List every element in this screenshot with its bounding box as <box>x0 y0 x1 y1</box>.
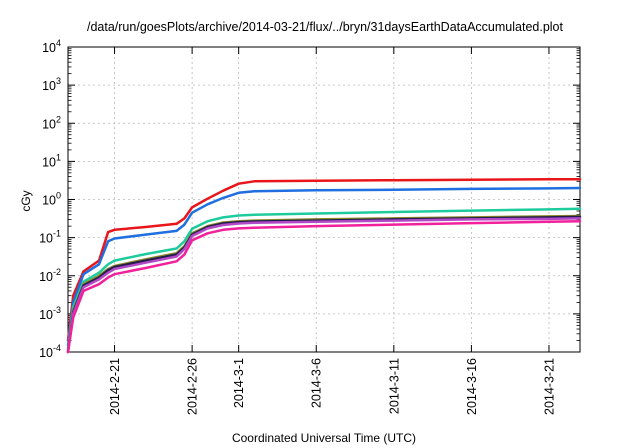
series-line-3 <box>66 207 582 351</box>
x-tick-label: 2014-3-11 <box>387 358 401 414</box>
series-line-1 <box>66 177 582 342</box>
y-tick-labels: 10-4 10-3 10-2 10-1 100 101 102 103 104 <box>39 38 61 360</box>
tick-marks <box>68 46 580 353</box>
x-tick-label: 2014-2-21 <box>108 358 122 415</box>
y-tick-label: 104 <box>42 38 61 55</box>
x-tick-labels: 2014-2-21 2014-2-26 2014-3-1 2014-3-6 2014-3… <box>108 358 556 415</box>
series-line-5 <box>66 215 582 354</box>
x-tick-label: 2014-2-26 <box>186 358 200 415</box>
series-lines <box>66 177 582 354</box>
x-axis-label: Coordinated Universal Time (UTC) <box>232 431 416 445</box>
series-line-2 <box>66 186 582 347</box>
y-tick-label: 10-3 <box>39 305 61 322</box>
series-line-7 <box>66 219 582 354</box>
y-tick-label: 10-2 <box>39 267 61 284</box>
grid <box>68 47 580 352</box>
y-tick-label: 102 <box>42 114 61 131</box>
y-tick-label: 10-4 <box>39 343 61 360</box>
y-axis-label: cGy <box>19 190 33 211</box>
y-tick-label: 101 <box>42 152 61 169</box>
x-tick-label: 2014-3-6 <box>310 358 324 408</box>
series-line-4 <box>66 214 582 354</box>
y-tick-label: 100 <box>42 191 61 208</box>
x-tick-label: 2014-3-21 <box>542 358 556 415</box>
x-tick-label: 2014-3-1 <box>232 358 246 408</box>
y-tick-label: 103 <box>42 76 61 93</box>
x-tick-label: 2014-3-16 <box>465 358 479 415</box>
series-line-6 <box>66 217 582 354</box>
y-tick-label: 10-1 <box>39 229 61 246</box>
chart-title: /data/run/goesPlots/archive/2014-03-21/f… <box>87 20 563 34</box>
